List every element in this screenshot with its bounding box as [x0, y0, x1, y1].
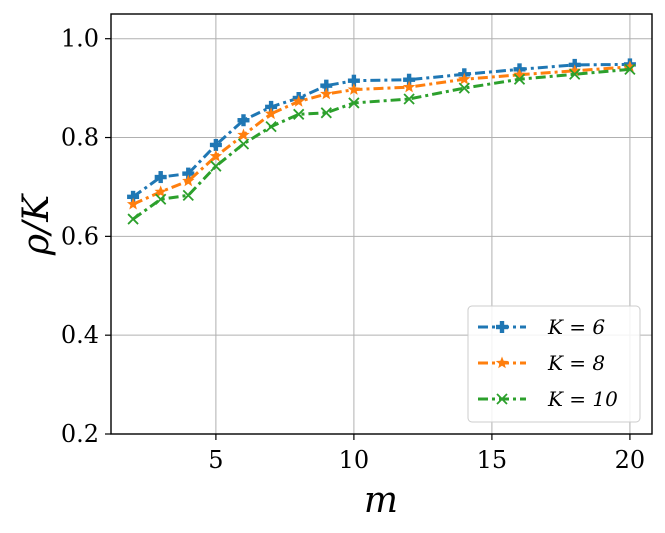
- data-point: [623, 60, 637, 73]
- legend: K = 6 K = 8 K = 10: [467, 305, 641, 423]
- x-axis-ticks: 5 10 15 20: [208, 434, 645, 474]
- data-point: [403, 93, 415, 105]
- data-point: [182, 174, 195, 187]
- legend-marker: [496, 321, 508, 333]
- data-point: [624, 63, 636, 75]
- data-point: [293, 108, 305, 120]
- y-axis-label: ρ/K: [16, 193, 57, 256]
- x-tick-label: 10: [339, 446, 370, 474]
- data-point: [348, 97, 360, 109]
- data-point: [210, 160, 222, 172]
- x-tick-label: 15: [477, 446, 508, 474]
- legend-label: K = 8: [547, 351, 605, 375]
- data-point: [292, 94, 305, 107]
- data-point: [403, 73, 416, 86]
- data-point: [569, 68, 581, 80]
- data-point: [182, 167, 195, 180]
- data-point: [264, 107, 278, 120]
- data-point: [237, 114, 250, 127]
- series-line: [132, 62, 630, 199]
- plot-frame: [110, 13, 653, 435]
- data-point: [209, 138, 222, 151]
- data-point: [237, 138, 250, 150]
- data-point: [402, 80, 416, 93]
- legend-label: K = 6: [547, 315, 605, 339]
- legend-marker: [495, 356, 509, 369]
- legend-item: K = 10: [478, 387, 618, 411]
- data-point: [458, 72, 471, 85]
- data-point: [154, 185, 167, 198]
- series-line: [132, 65, 631, 206]
- data-point: [127, 213, 139, 225]
- x-axis-label: m: [364, 480, 398, 521]
- y-tick-label: 0.6: [61, 222, 99, 250]
- series-layer: [126, 58, 637, 225]
- data-point: [265, 121, 277, 133]
- data-point: [320, 107, 332, 119]
- data-point: [320, 87, 333, 100]
- y-tick-label: 1.0: [61, 25, 99, 53]
- data-point: [127, 190, 140, 203]
- data-point: [126, 197, 140, 210]
- legend-label: K = 10: [547, 387, 618, 411]
- legend-item: K = 8: [478, 351, 605, 375]
- y-tick-label: 0.8: [61, 124, 99, 152]
- data-point: [568, 64, 581, 77]
- legend-item: K = 6: [478, 315, 605, 339]
- data-point: [209, 149, 223, 162]
- y-tick-label: 0.4: [61, 321, 99, 349]
- legend-box: [467, 305, 641, 423]
- data-point: [320, 79, 333, 92]
- data-point: [458, 82, 470, 94]
- y-tick-label: 0.2: [61, 420, 99, 448]
- series-2: [126, 60, 637, 210]
- legend-marker: [496, 393, 508, 405]
- data-point: [513, 68, 526, 81]
- data-point: [265, 100, 278, 113]
- data-point: [237, 128, 250, 141]
- x-tick-label: 5: [208, 446, 223, 474]
- data-point: [182, 189, 194, 201]
- x-tick-label: 20: [615, 446, 646, 474]
- data-point: [347, 83, 361, 95]
- y-axis-ticks: 0.2 0.4 0.6 0.8 1.0: [61, 25, 111, 448]
- data-point: [347, 74, 360, 87]
- data-point: [154, 171, 167, 184]
- data-point: [155, 193, 167, 205]
- data-point: [513, 73, 526, 85]
- series-3: [127, 63, 636, 225]
